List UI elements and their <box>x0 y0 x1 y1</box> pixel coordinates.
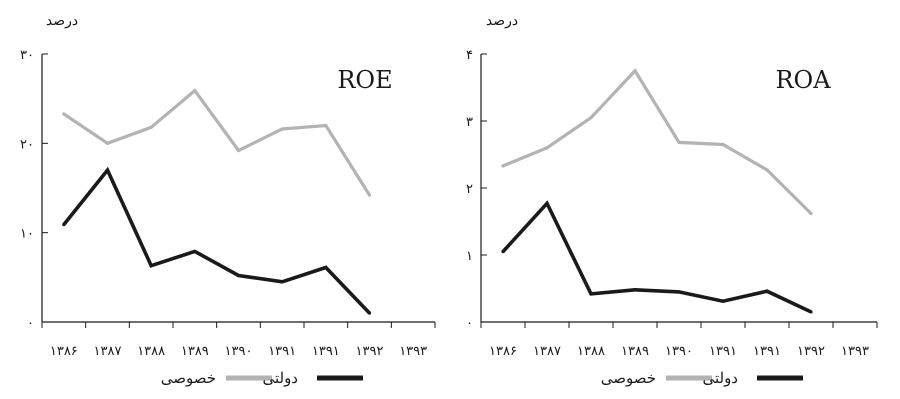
roa-x-tick-label: ۱۳۹۳ <box>841 344 869 359</box>
roa-x-tick-label: ۱۳۸۶ <box>489 344 517 359</box>
roe-data-point-private <box>149 125 153 129</box>
roa-data-point-state <box>589 292 593 296</box>
roe-data-point-state <box>367 311 372 315</box>
roa-series-line-state <box>501 200 812 314</box>
roe-data-point-state <box>149 264 153 268</box>
roe-x-tick-label: ۱۳۸۸ <box>137 344 165 359</box>
roa-legend-label-state: دولتی <box>702 369 738 387</box>
roe-data-point-state <box>62 223 66 227</box>
roe-data-point-private <box>324 123 328 128</box>
roe-x-tick-label: ۱۳۹۳ <box>399 344 427 359</box>
roe-data-point-state <box>236 273 241 278</box>
roa-series-line-private <box>502 68 813 215</box>
roa-y-tick-label: ۲ <box>466 182 473 197</box>
roa-x-tick-label: ۱۳۹۲ <box>797 344 825 359</box>
roa-x-tick-label: ۱۳۸۸ <box>577 344 605 359</box>
roe-data-point-state <box>324 265 328 270</box>
roa-x-tick-label: ۱۳۸۷ <box>533 344 561 359</box>
roe-x-tick-label: ۱۳۹۲ <box>356 344 384 359</box>
roa-y-tick-label: ۳ <box>466 115 473 130</box>
roa-data-point-private <box>677 140 681 145</box>
roa-title: ROA <box>775 66 831 94</box>
roa-ylabel: درصد <box>486 13 518 29</box>
roa-data-point-state <box>501 250 505 254</box>
roe-data-point-state <box>280 280 284 284</box>
roa-data-point-private <box>501 164 505 168</box>
roe-y-tick-label: ۱۰ <box>20 227 34 242</box>
roe-data-point-private <box>280 127 284 131</box>
roe-x-tick-label: ۱۳۹۱ <box>268 344 296 359</box>
roe-x-tick-label: ۱۳۸۶ <box>50 344 78 359</box>
roe-title: ROE <box>337 66 392 94</box>
roe-data-point-private <box>236 148 241 153</box>
roa-data-point-private <box>589 116 593 120</box>
roe-x-tick-label: ۱۳۸۷ <box>94 344 122 359</box>
roe-data-point-private <box>193 89 197 93</box>
roa-data-point-state <box>545 201 549 206</box>
roa-y-tick-label: ۴ <box>466 48 473 63</box>
roa-x-tick-label: ۱۳۹۱ <box>753 344 781 359</box>
roe-legend-label-state: دولتی <box>262 369 298 387</box>
roa-data-point-state <box>721 299 725 303</box>
roa-data-point-state <box>677 290 681 294</box>
roe-ylabel: درصد <box>46 13 78 29</box>
roa-y-tick-label: ۰ <box>466 316 473 331</box>
roe-data-point-private <box>105 141 110 145</box>
roa-data-point-private <box>545 146 549 150</box>
roa-x-tick-label: ۱۳۹۰ <box>665 344 693 359</box>
roe-x-tick-label: ۱۳۹۰ <box>225 344 253 359</box>
roa-data-point-state <box>633 288 637 292</box>
roa-data-point-private <box>765 168 769 172</box>
roa-y-tick-label: ۱ <box>466 249 473 264</box>
roe-y-tick-label: ۲۰ <box>20 137 34 152</box>
roa-data-point-state <box>809 310 813 314</box>
roe-x-tick-label: ۱۳۹۱ <box>312 344 340 359</box>
roe-data-point-state <box>193 249 197 254</box>
roa-x-tick-label: ۱۳۹۱ <box>709 344 737 359</box>
roa-legend-label-private: خصوصی <box>601 369 656 387</box>
roa-data-point-private <box>633 69 637 73</box>
roe-data-point-private <box>62 112 66 116</box>
roa-x-tick-label: ۱۳۸۹ <box>621 344 649 359</box>
roe-data-point-private <box>367 193 372 197</box>
roe-series-line-state <box>62 166 371 315</box>
roa-data-point-private <box>721 142 725 147</box>
roe-legend-label-private: خصوصی <box>161 369 216 387</box>
roa-data-point-private <box>809 211 813 216</box>
roe-data-point-state <box>105 168 110 172</box>
roe-y-tick-label: ۳۰ <box>20 48 34 63</box>
roe-series-line-private <box>62 88 371 196</box>
roa-data-point-state <box>765 289 769 293</box>
roe-y-tick-label: ۰ <box>27 316 34 331</box>
roe-x-tick-label: ۱۳۸۹ <box>181 344 209 359</box>
